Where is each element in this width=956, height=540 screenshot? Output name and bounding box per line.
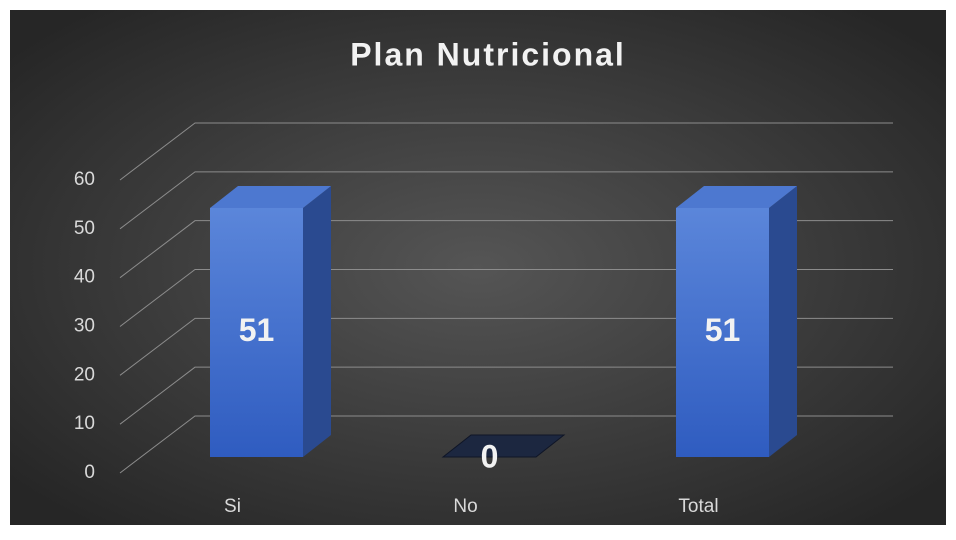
y-tick-label: 40 xyxy=(74,267,95,288)
y-tick-label: 60 xyxy=(74,169,95,190)
grid-line xyxy=(119,415,893,474)
bar-side xyxy=(769,185,797,457)
grid-line xyxy=(119,171,893,230)
bar xyxy=(676,185,797,457)
bar-front xyxy=(210,207,303,457)
y-tick-label: 0 xyxy=(84,462,95,483)
y-tick-label: 30 xyxy=(74,316,95,337)
data-label: 0 xyxy=(481,438,499,474)
bar-top xyxy=(676,185,797,208)
data-label: 51 xyxy=(239,312,275,348)
bar-side xyxy=(303,185,331,457)
grid-line xyxy=(119,269,893,327)
y-tick-label: 10 xyxy=(74,413,95,434)
grid-line xyxy=(119,122,893,181)
x-tick-label: No xyxy=(453,496,477,517)
x-tick-label: Total xyxy=(678,496,718,517)
y-tick-label: 20 xyxy=(74,364,95,385)
bar xyxy=(210,185,331,457)
grid-line xyxy=(119,366,893,425)
bar-top xyxy=(441,434,566,458)
bar-front xyxy=(676,207,769,457)
x-tick-label: Si xyxy=(224,496,241,517)
bar-top xyxy=(210,185,331,208)
grid-line xyxy=(119,220,893,279)
data-label: 51 xyxy=(705,312,741,348)
y-tick-label: 50 xyxy=(74,218,95,239)
grid-line xyxy=(119,317,893,376)
chart-title: Plan Nutricional xyxy=(350,36,626,72)
bar xyxy=(441,434,566,458)
